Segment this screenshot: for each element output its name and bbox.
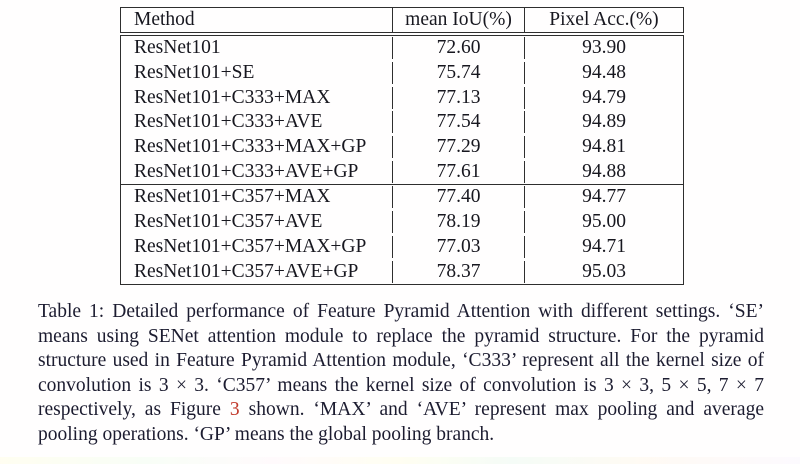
method-cell: ResNet101+SE <box>134 62 255 84</box>
table-row: ResNet101+C333+MAX 77.13 94.79 <box>121 85 683 110</box>
table-row: ResNet101 72.60 93.90 <box>121 36 683 61</box>
results-table: Method mean IoU(%) Pixel Acc.(%) ResNet1… <box>120 7 684 285</box>
miou-cell: 72.60 <box>392 37 524 60</box>
table-group-c333: ResNet101 72.60 93.90 ResNet101+SE 75.74… <box>121 36 683 184</box>
miou-cell: 77.13 <box>392 86 524 109</box>
method-cell: ResNet101+C357+AVE <box>134 211 323 233</box>
header-method: Method <box>134 9 195 30</box>
table-header-row: Method mean IoU(%) Pixel Acc.(%) <box>120 7 684 33</box>
table-row: ResNet101+SE 75.74 94.48 <box>121 61 683 86</box>
pixel-acc-cell: 94.77 <box>524 186 683 209</box>
miou-cell: 77.29 <box>392 136 524 159</box>
table-body: ResNet101 72.60 93.90 ResNet101+SE 75.74… <box>120 35 684 285</box>
pixel-acc-cell: 94.88 <box>524 160 683 183</box>
miou-cell: 78.19 <box>392 211 524 234</box>
table-row: ResNet101+C357+AVE 78.19 95.00 <box>121 210 683 235</box>
miou-cell: 78.37 <box>392 260 524 283</box>
method-cell: ResNet101+C357+AVE+GP <box>134 260 359 282</box>
table-row: ResNet101+C357+MAX+GP 77.03 94.71 <box>121 235 683 260</box>
miou-cell: 77.03 <box>392 235 524 258</box>
table-row: ResNet101+C333+AVE+GP 77.61 94.88 <box>121 159 683 184</box>
cropped-figure-strip <box>0 457 800 464</box>
table-caption: Table 1: Detailed performance of Feature… <box>38 300 764 448</box>
caption-text-before: Table 1: Detailed performance of Feature… <box>38 301 764 421</box>
method-cell: ResNet101+C333+AVE <box>134 111 323 133</box>
pixel-acc-cell: 94.79 <box>524 86 683 109</box>
header-mean-iou: mean IoU(%) <box>392 8 524 32</box>
table-row: ResNet101+C357+MAX 77.40 94.77 <box>121 185 683 210</box>
miou-cell: 77.61 <box>392 160 524 183</box>
caption-text-after: shown. ‘MAX’ and ‘AVE’ represent max poo… <box>38 399 764 445</box>
miou-cell: 77.54 <box>392 111 524 134</box>
table-row: ResNet101+C333+AVE 77.54 94.89 <box>121 110 683 135</box>
miou-cell: 77.40 <box>392 186 524 209</box>
miou-cell: 75.74 <box>392 62 524 85</box>
method-cell: ResNet101+C357+MAX+GP <box>134 235 367 257</box>
method-cell: ResNet101+C333+AVE+GP <box>134 160 359 182</box>
method-cell: ResNet101 <box>134 37 221 59</box>
table-row: ResNet101+C357+AVE+GP 78.37 95.03 <box>121 259 683 284</box>
pixel-acc-cell: 94.48 <box>524 62 683 85</box>
pixel-acc-cell: 95.00 <box>524 211 683 234</box>
method-cell: ResNet101+C333+MAX <box>134 86 331 108</box>
method-cell: ResNet101+C333+MAX+GP <box>134 136 367 158</box>
pixel-acc-cell: 94.71 <box>524 235 683 258</box>
table-group-c357: ResNet101+C357+MAX 77.40 94.77 ResNet101… <box>121 184 683 284</box>
pixel-acc-cell: 94.89 <box>524 111 683 134</box>
header-pixel-acc: Pixel Acc.(%) <box>524 8 683 32</box>
figure-3-link[interactable]: 3 <box>229 399 240 421</box>
pixel-acc-cell: 94.81 <box>524 136 683 159</box>
table-row: ResNet101+C333+MAX+GP 77.29 94.81 <box>121 135 683 160</box>
method-cell: ResNet101+C357+MAX <box>134 186 331 208</box>
pixel-acc-cell: 93.90 <box>524 37 683 60</box>
pixel-acc-cell: 95.03 <box>524 260 683 283</box>
